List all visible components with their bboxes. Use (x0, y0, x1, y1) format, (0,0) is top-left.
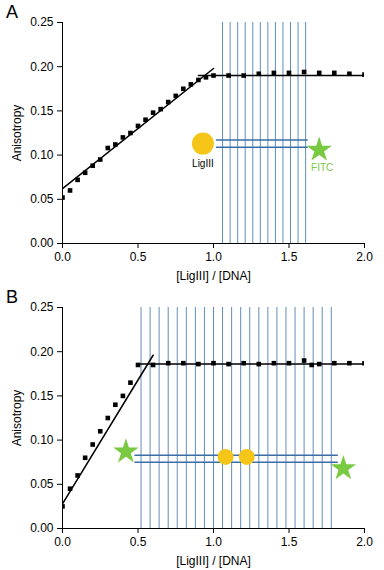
svg-text:1.5: 1.5 (281, 535, 298, 549)
svg-text:2.0: 2.0 (356, 250, 373, 264)
svg-text:0.25: 0.25 (30, 300, 54, 314)
svg-text:0.05: 0.05 (30, 477, 54, 491)
svg-text:2.0: 2.0 (356, 535, 373, 549)
svg-text:LigIII: LigIII (192, 158, 214, 169)
svg-text:1.0: 1.0 (205, 250, 222, 264)
svg-text:[LigIII] / [DNA]: [LigIII] / [DNA] (176, 554, 251, 568)
svg-text:0.20: 0.20 (30, 345, 54, 359)
svg-text:0.15: 0.15 (30, 389, 54, 403)
svg-text:0.25: 0.25 (30, 15, 54, 29)
svg-text:0.0: 0.0 (54, 535, 71, 549)
html-text:B: B (6, 287, 18, 307)
svg-text:0.05: 0.05 (30, 192, 54, 206)
svg-text:0.00: 0.00 (30, 521, 54, 535)
svg-text:0.10: 0.10 (30, 433, 54, 447)
html-text:A: A (6, 2, 18, 22)
svg-text:0.0: 0.0 (54, 250, 71, 264)
svg-text:0.5: 0.5 (130, 250, 147, 264)
svg-text:[LigIII] / [DNA]: [LigIII] / [DNA] (176, 269, 251, 283)
svg-text:1.0: 1.0 (205, 535, 222, 549)
svg-text:1.5: 1.5 (281, 250, 298, 264)
svg-text:0.10: 0.10 (30, 148, 54, 162)
svg-text:Anisotropy: Anisotropy (10, 390, 24, 447)
svg-text:FITC: FITC (311, 162, 333, 173)
svg-text:0.00: 0.00 (30, 236, 54, 250)
svg-text:0.15: 0.15 (30, 104, 54, 118)
svg-text:0.5: 0.5 (130, 535, 147, 549)
svg-text:Anisotropy: Anisotropy (10, 105, 24, 162)
svg-text:0.20: 0.20 (30, 60, 54, 74)
